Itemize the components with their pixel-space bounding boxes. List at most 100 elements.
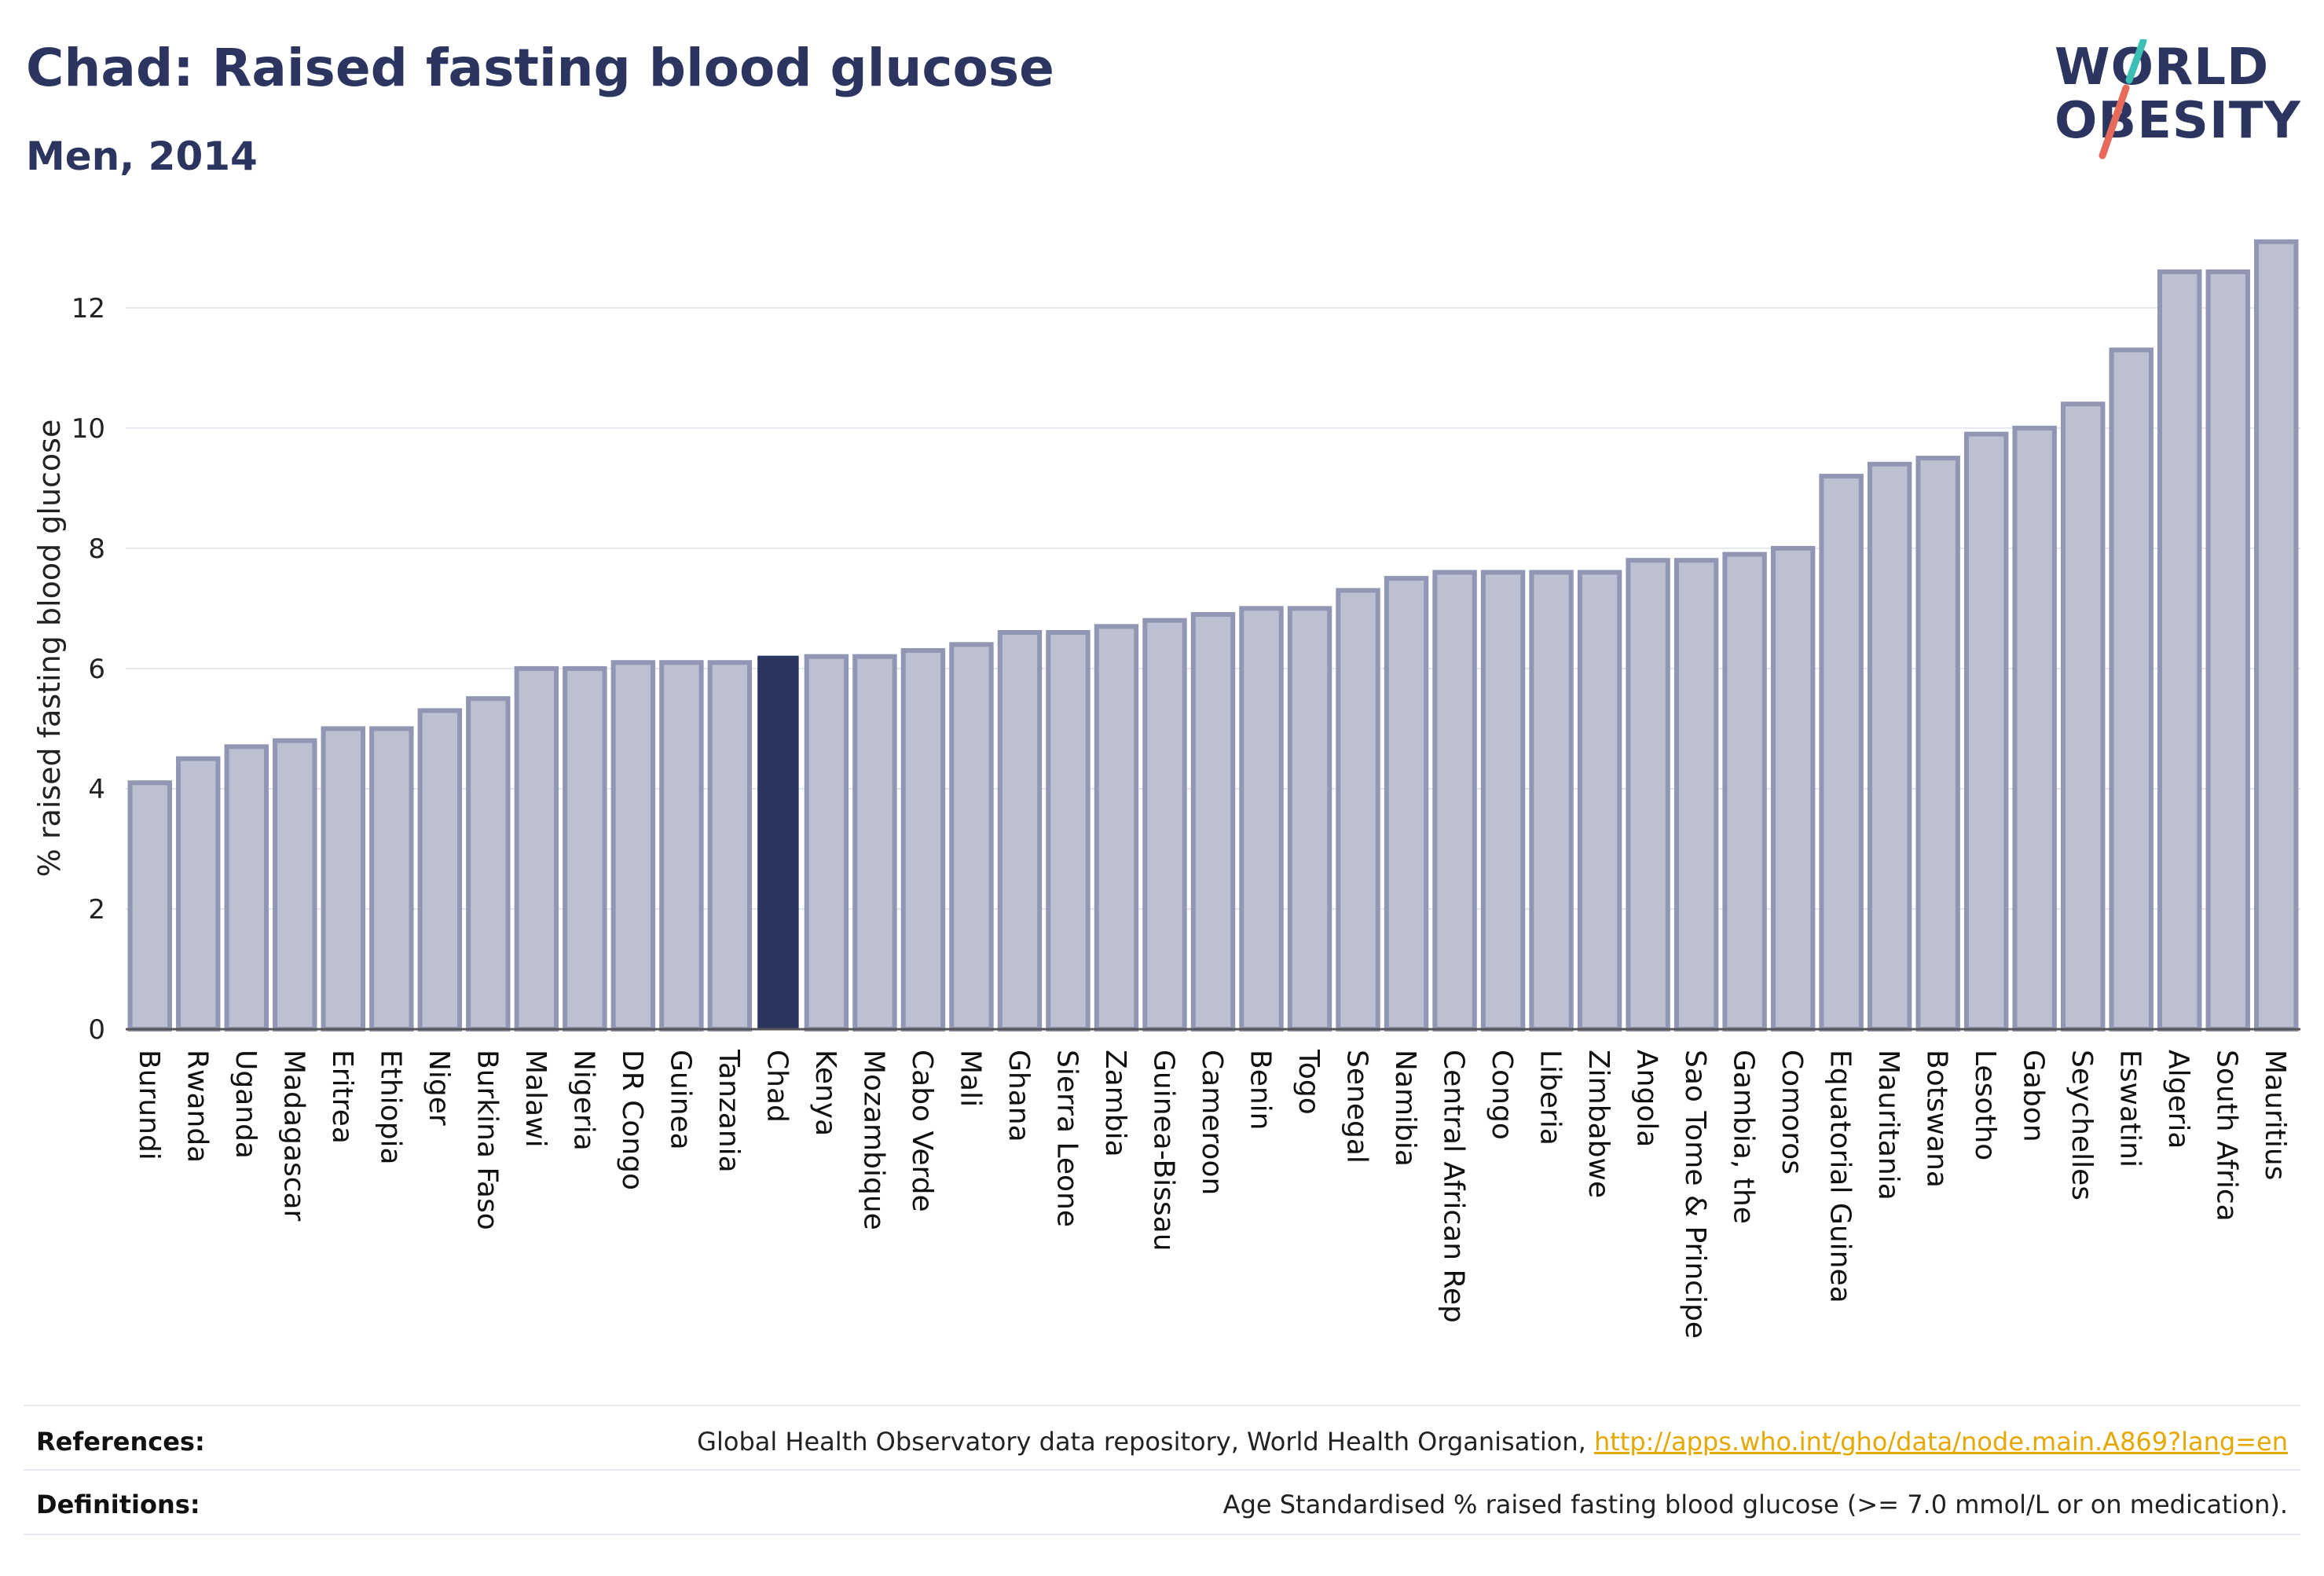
bar-ghana: [997, 630, 1043, 1032]
y-axis-label: % raised fasting blood glucose: [32, 420, 67, 878]
x-tick-label: Cameroon: [1196, 1050, 1228, 1195]
definitions-text: Age Standardised % raised fasting blood …: [1222, 1490, 2288, 1519]
bar-angola: [1626, 558, 1670, 1032]
references-text: Global Health Observatory data repositor…: [697, 1427, 1594, 1457]
y-tick-label: 12: [71, 293, 105, 324]
bar-nigeria: [563, 665, 607, 1032]
bar-mauritius: [2254, 239, 2299, 1032]
y-tick-label: 0: [88, 1014, 105, 1046]
bar-algeria: [2157, 269, 2202, 1032]
x-tick-label: Liberia: [1534, 1050, 1567, 1145]
logo-line-2: OBESITY: [2055, 92, 2301, 150]
x-tick-label: Burkina Faso: [471, 1050, 503, 1230]
x-tick-label: Eswatini: [2114, 1050, 2146, 1167]
bar-eswatini: [2109, 347, 2154, 1032]
x-tick-label: Uganda: [229, 1050, 262, 1159]
x-tick-label: Botswana: [1921, 1050, 1953, 1188]
x-tick-label: Kenya: [809, 1050, 841, 1136]
bar-liberia: [1529, 570, 1574, 1032]
x-tick-label: Nigeria: [567, 1050, 599, 1151]
bar-burkina-faso: [466, 696, 511, 1032]
bar-south-africa: [2205, 269, 2250, 1032]
bar-ethiopia: [369, 726, 414, 1032]
x-tick-label: Mozambique: [857, 1050, 889, 1230]
y-tick-label: 6: [88, 654, 105, 685]
x-tick-label: Gabon: [2018, 1050, 2050, 1142]
bar-benin: [1239, 606, 1284, 1032]
bar-cameroon: [1190, 612, 1236, 1032]
logo-line-1: WORLD: [2055, 38, 2270, 97]
bar-chad: [757, 655, 799, 1031]
x-tick-label: Sao Tome & Principe: [1679, 1050, 1711, 1339]
bar-comoros: [1770, 545, 1816, 1032]
x-tick-label: Gambia, the: [1728, 1050, 1760, 1224]
footer-divider: [24, 1534, 2300, 1535]
definitions-label: Definitions:: [36, 1490, 200, 1519]
bar-botswana: [1915, 456, 1960, 1032]
x-tick-label: Zambia: [1099, 1050, 1131, 1157]
bar-togo: [1287, 606, 1332, 1032]
x-tick-label: Cabo Verde: [906, 1050, 938, 1212]
bar-gabon: [2012, 425, 2057, 1032]
x-tick-label: Central African Rep: [1438, 1050, 1470, 1323]
x-tick-label: Ethiopia: [374, 1050, 406, 1165]
bar-equatorial-guinea: [1819, 474, 1864, 1032]
y-tick-label: 2: [88, 894, 105, 925]
x-tick-label: Comoros: [1776, 1050, 1808, 1175]
x-tick-label: Togo: [1292, 1049, 1325, 1115]
bar-rwanda: [176, 756, 221, 1032]
references-row: References: Global Health Observatory da…: [24, 1408, 2300, 1471]
x-tick-label: Rwanda: [181, 1050, 213, 1163]
x-tick-label: Malawi: [519, 1050, 552, 1148]
x-tick-label: Mauritius: [2259, 1050, 2291, 1180]
bar-guinea-bissau: [1142, 618, 1187, 1032]
bar-zimbabwe: [1577, 570, 1622, 1032]
page-subtitle: Men, 2014: [26, 134, 258, 179]
bar-zambia: [1094, 624, 1139, 1032]
page-title: Chad: Raised fasting blood glucose: [26, 38, 1054, 98]
x-tick-label: DR Congo: [616, 1050, 648, 1190]
bar-malawi: [514, 665, 559, 1032]
bar-seychelles: [2060, 401, 2106, 1032]
bar-lesotho: [1963, 431, 2009, 1032]
x-tick-label: Guinea-Bissau: [1147, 1050, 1179, 1252]
x-tick-label: South Africa: [2211, 1050, 2243, 1222]
bar-guinea: [659, 660, 704, 1032]
definitions-row: Definitions: Age Standardised % raised f…: [24, 1471, 2300, 1534]
bar-namibia: [1384, 576, 1429, 1032]
x-tick-label: Niger: [423, 1050, 455, 1126]
x-tick-label: Lesotho: [1969, 1050, 2001, 1160]
x-tick-label: Seychelles: [2066, 1050, 2098, 1200]
footer-divider: [24, 1469, 2300, 1471]
logo-slash-icon: [2099, 39, 2147, 159]
bar-tanzania: [707, 660, 753, 1032]
bar-uganda: [224, 744, 269, 1032]
bar-cabo-verde: [900, 647, 946, 1032]
x-tick-label: Guinea: [664, 1050, 696, 1150]
x-tick-label: Sierra Leone: [1050, 1050, 1083, 1227]
x-tick-label: Namibia: [1389, 1050, 1421, 1167]
x-tick-label: Eritrea: [326, 1050, 358, 1144]
x-tick-label: Angola: [1631, 1050, 1663, 1147]
bar-burundi: [127, 780, 172, 1032]
bar-central-african-rep: [1432, 570, 1477, 1032]
bar-mali: [949, 642, 994, 1032]
bar-dr-congo: [610, 660, 656, 1032]
x-tick-label: Equatorial Guinea: [1824, 1050, 1857, 1303]
world-obesity-logo: WORLD OBESITY: [2051, 39, 2302, 165]
bar-chart: 0 2 4 6 8 10 12 % raised fasting blood glucose B…: [32, 239, 2300, 1339]
bar-sierra-leone: [1046, 630, 1091, 1032]
x-tick-label: Zimbabwe: [1582, 1050, 1615, 1198]
references-link[interactable]: http://apps.who.int/gho/data/node.main.A…: [1593, 1427, 2288, 1457]
x-tick-label: Chad: [761, 1050, 793, 1123]
y-tick-label: 4: [88, 774, 105, 805]
x-tick-label: Algeria: [2162, 1050, 2194, 1149]
x-tick-label: Congo: [1486, 1050, 1518, 1140]
bar-niger: [417, 708, 463, 1032]
references-value: Global Health Observatory data repositor…: [697, 1427, 2288, 1457]
bar-madagascar: [273, 738, 317, 1032]
x-tick-label: Benin: [1244, 1050, 1277, 1130]
x-tick-label: Madagascar: [277, 1050, 310, 1222]
bar-sao-tome-principe: [1673, 558, 1719, 1032]
bar-eritrea: [321, 726, 366, 1032]
